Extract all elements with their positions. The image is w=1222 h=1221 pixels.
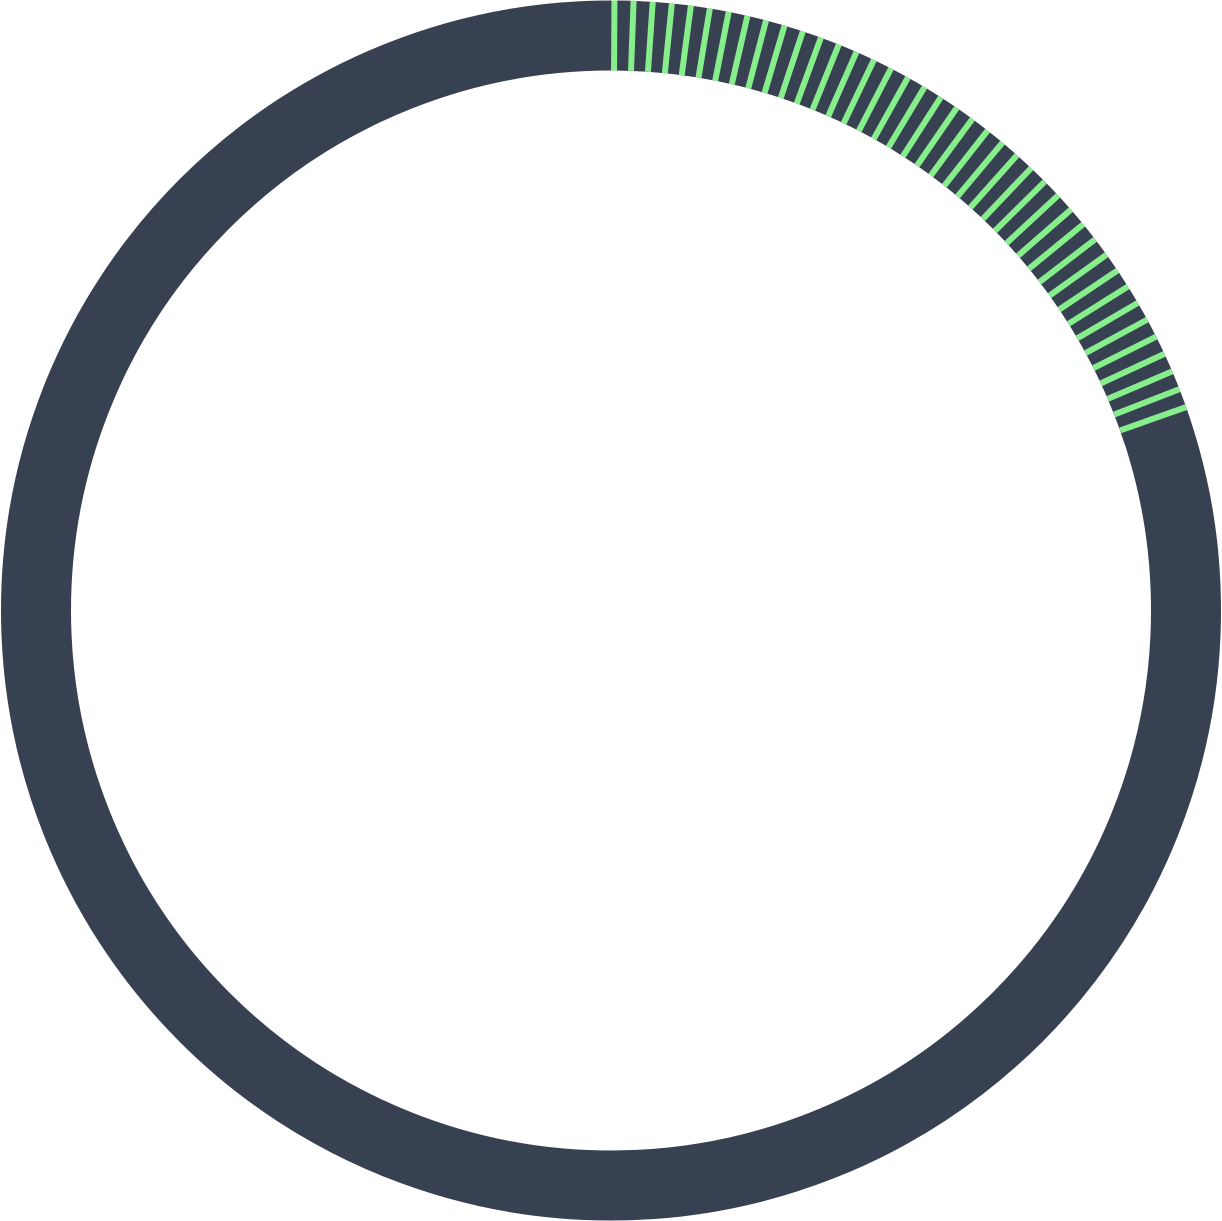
progress-ring-stripe — [1057, 267, 1120, 312]
progress-ring-stripe — [928, 117, 975, 178]
progress-ring-stripe — [793, 36, 824, 105]
progress-ring-stripe — [1084, 317, 1149, 356]
progress-ring-stripe — [955, 140, 1005, 199]
progress-ring-stripe — [1075, 300, 1140, 341]
progress-ring-stripe — [628, 0, 637, 71]
progress-ring-stripe — [856, 67, 894, 133]
progress-ring-stripe — [644, 1, 656, 72]
progress-ring-fill — [611, 0, 1192, 444]
progress-ring-stripe — [1099, 351, 1166, 387]
progress-ring-stripe — [761, 24, 788, 94]
progress-ring-stripe — [840, 58, 877, 125]
progress-ring-stripe — [1004, 193, 1061, 246]
progress-ring-stripe — [745, 19, 769, 89]
progress-ring-stripe — [1027, 222, 1086, 271]
progress-ring-stripe — [968, 153, 1020, 210]
progress-ring-stripe — [661, 3, 675, 74]
progress-ring-stripe — [777, 30, 806, 99]
progress-ring-stripe — [1113, 386, 1181, 418]
progress-ring-stripe — [1119, 404, 1188, 434]
progress-ring-stripe — [1016, 207, 1073, 258]
progress-ring-stripe — [980, 166, 1034, 222]
progress-ring-stripe — [809, 43, 842, 111]
progress-ring-stripe — [992, 179, 1047, 233]
progress-ring-stripe — [695, 8, 713, 79]
progress-ring-stripe — [942, 128, 990, 188]
progress-ring-stripe — [1047, 252, 1109, 299]
progress-ring-stripe — [728, 15, 751, 85]
progress-ring-stripe — [1106, 368, 1174, 402]
progress-ring-stripe — [1066, 284, 1130, 327]
progress-ring-stripe — [1037, 236, 1097, 285]
progress-ring-stripe — [900, 95, 944, 158]
progress-ring-stripe — [914, 106, 960, 168]
progress-ring-stripe — [885, 85, 928, 149]
progress-ring-stripe — [712, 11, 732, 82]
progress-ring-stripe — [871, 76, 911, 141]
progress-ring-stripe — [1092, 333, 1158, 371]
progress-ring-stripe — [825, 50, 860, 118]
progress-ring-stripe — [678, 5, 694, 76]
